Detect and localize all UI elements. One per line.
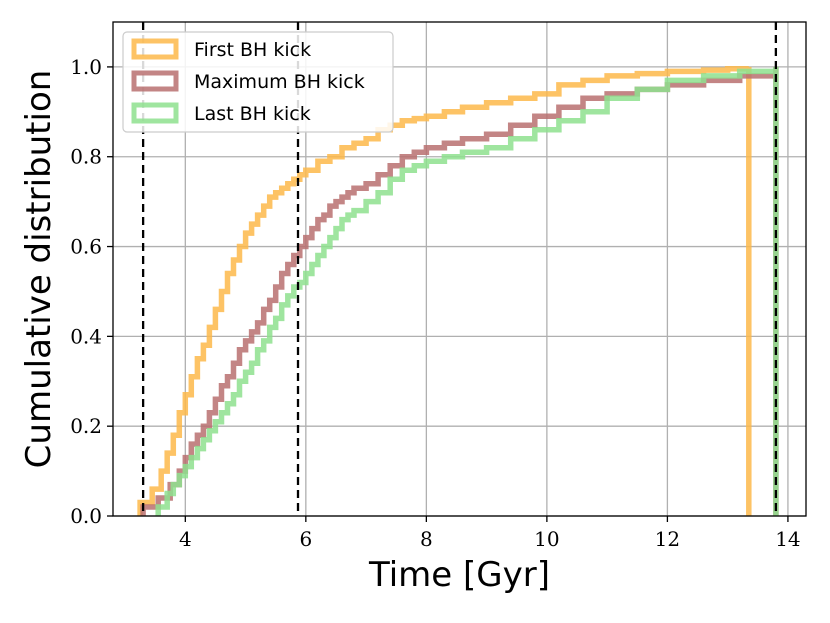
plot-frame: [112, 21, 807, 517]
y-axis-label: Cumulative distribution: [19, 70, 59, 469]
legend: First BH kick Maximum BH kick Last BH kick: [122, 31, 394, 133]
y-tick-label: 0.8: [70, 145, 102, 169]
legend-label: Last BH kick: [194, 103, 311, 125]
x-tick-label: 12: [655, 527, 680, 551]
series-first-bh-kick-step-line: [137, 65, 752, 516]
legend-label: Maximum BH kick: [194, 71, 365, 93]
legend-swatch: [131, 102, 179, 124]
y-tick-label: 0.2: [70, 414, 102, 438]
y-tick-label: 0.6: [70, 235, 102, 259]
series-layer: [137, 65, 779, 516]
legend-box: [122, 31, 394, 133]
x-axis-label: Time [Gyr]: [368, 555, 550, 595]
y-tick-label: 0.4: [70, 324, 102, 348]
ticks: 4 6 8 10 12 14 0.0 0.2 0.4 0.6 0.8 1.0: [70, 55, 800, 551]
legend-swatch: [131, 70, 179, 92]
x-tick-label: 6: [299, 527, 312, 551]
x-tick-label: 14: [775, 527, 800, 551]
legend-swatch: [131, 38, 179, 60]
x-tick-label: 8: [420, 527, 433, 551]
y-tick-label: 1.0: [70, 55, 102, 79]
x-tick-label: 4: [179, 527, 192, 551]
series-last-bh-kick-step-line: [155, 66, 779, 516]
y-tick-label: 0.0: [70, 504, 102, 528]
legend-label: First BH kick: [194, 39, 311, 61]
x-tick-label: 10: [534, 527, 559, 551]
series-maximum-bh-kick-step-line: [140, 66, 779, 516]
